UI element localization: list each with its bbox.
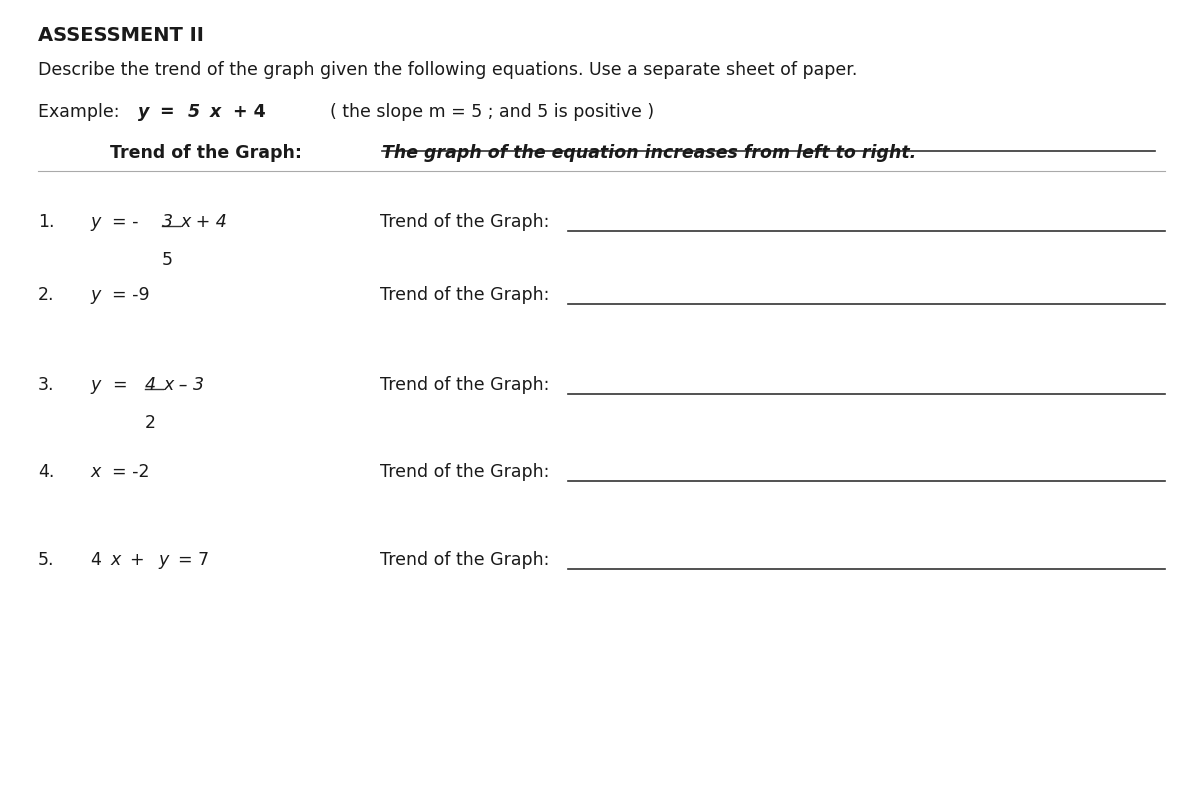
Text: ( the slope m = 5 ; and 5 is positive ): ( the slope m = 5 ; and 5 is positive )	[330, 103, 654, 121]
Text: 3: 3	[162, 213, 173, 231]
Text: Describe the trend of the graph given the following equations. Use a separate sh: Describe the trend of the graph given th…	[38, 61, 857, 79]
Text: 1.: 1.	[38, 213, 54, 231]
Text: = -: = -	[112, 213, 138, 231]
Text: x: x	[110, 551, 120, 569]
Text: Example:: Example:	[38, 103, 131, 121]
Text: 4: 4	[145, 376, 156, 394]
Text: Trend of the Graph:: Trend of the Graph:	[380, 213, 550, 231]
Text: = 7: = 7	[178, 551, 209, 569]
Text: y: y	[90, 213, 101, 231]
Text: x: x	[210, 103, 221, 121]
Text: x: x	[90, 463, 101, 481]
Text: y: y	[158, 551, 168, 569]
Text: 5.: 5.	[38, 551, 54, 569]
Text: 5: 5	[188, 103, 200, 121]
Text: Trend of the Graph:: Trend of the Graph:	[110, 144, 314, 162]
Text: +: +	[130, 551, 150, 569]
Text: 4: 4	[90, 551, 101, 569]
Text: = -9: = -9	[112, 286, 150, 304]
Text: y: y	[90, 376, 101, 394]
Text: Trend of the Graph:: Trend of the Graph:	[380, 551, 550, 569]
Text: 5: 5	[162, 251, 173, 269]
Text: y: y	[90, 286, 101, 304]
Text: ASSESSMENT II: ASSESSMENT II	[38, 26, 204, 45]
Text: Trend of the Graph:: Trend of the Graph:	[380, 376, 550, 394]
Text: = -2: = -2	[112, 463, 150, 481]
Text: Trend of the Graph:: Trend of the Graph:	[380, 286, 550, 304]
Text: x + 4: x + 4	[180, 213, 227, 231]
Text: y: y	[138, 103, 149, 121]
Text: =: =	[112, 376, 127, 394]
Text: x – 3: x – 3	[163, 376, 204, 394]
Text: 2.: 2.	[38, 286, 54, 304]
Text: 2: 2	[145, 414, 156, 432]
Text: 4.: 4.	[38, 463, 54, 481]
Text: The graph of the equation increases from left to right.: The graph of the equation increases from…	[382, 144, 917, 162]
Text: + 4: + 4	[233, 103, 265, 121]
Text: Trend of the Graph:: Trend of the Graph:	[380, 463, 550, 481]
Text: 3.: 3.	[38, 376, 54, 394]
Text: =: =	[160, 103, 181, 121]
